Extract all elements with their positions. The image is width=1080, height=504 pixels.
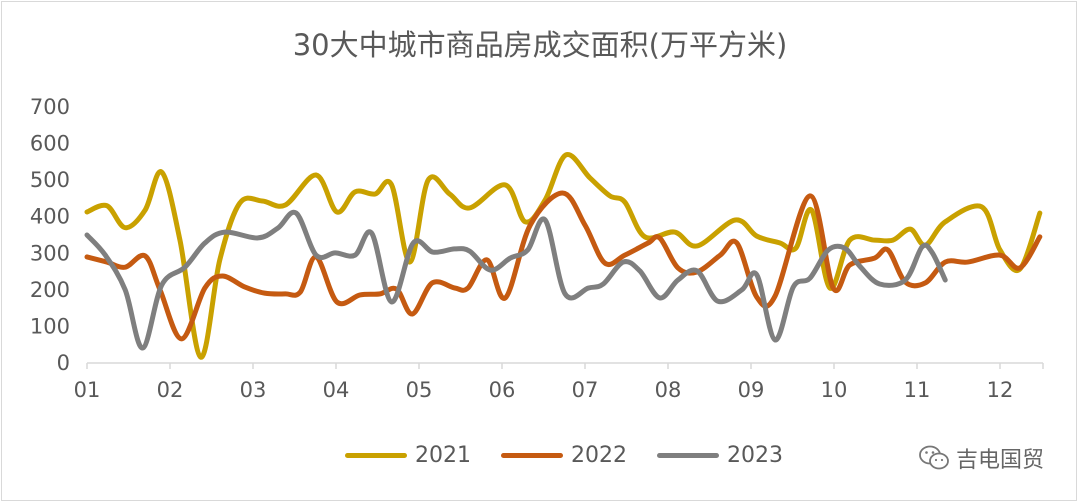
x-tick-label: 06: [489, 378, 516, 402]
legend-item-2021: 2021: [345, 443, 471, 468]
x-tick-label: 11: [904, 378, 931, 402]
x-tick-label: 03: [240, 378, 267, 402]
x-tick-label: 01: [74, 378, 101, 402]
y-tick-label: 200: [30, 278, 70, 302]
x-tick-label: 09: [738, 378, 765, 402]
chart-title: 30大中城市商品房成交面积(万平方米): [292, 28, 788, 62]
y-tick-label: 500: [30, 168, 70, 192]
series-line-2021: [84, 152, 1043, 360]
legend-swatch: [657, 453, 719, 458]
legend: 2021 2022 2023: [345, 443, 783, 468]
legend-label: 2021: [415, 443, 471, 468]
x-tick-label: 07: [572, 378, 599, 402]
series-line-2022: [84, 190, 1043, 342]
legend-label: 2022: [571, 443, 627, 468]
x-tick-label: 04: [323, 378, 350, 402]
series-line-2023: [84, 209, 948, 351]
legend-item-2022: 2022: [501, 443, 627, 468]
watermark: 吉电国贸: [918, 442, 1044, 474]
y-tick-label: 700: [30, 95, 70, 119]
y-tick-label: 0: [57, 351, 70, 375]
x-tick-label: 12: [987, 378, 1014, 402]
x-tick-label: 02: [157, 378, 184, 402]
legend-swatch: [345, 453, 407, 458]
y-tick-label: 100: [30, 314, 70, 338]
y-tick-label: 400: [30, 205, 70, 229]
x-tick-label: 08: [655, 378, 682, 402]
watermark-text: 吉电国贸: [955, 448, 1044, 473]
y-tick-label: 300: [30, 241, 70, 265]
legend-label: 2023: [727, 443, 783, 468]
wechat-icon: [919, 445, 949, 470]
x-tick-label: 05: [406, 378, 433, 402]
legend-swatch: [501, 453, 563, 458]
x-tick-label: 10: [821, 378, 848, 402]
legend-item-2023: 2023: [657, 443, 783, 468]
y-tick-label: 600: [30, 132, 70, 156]
